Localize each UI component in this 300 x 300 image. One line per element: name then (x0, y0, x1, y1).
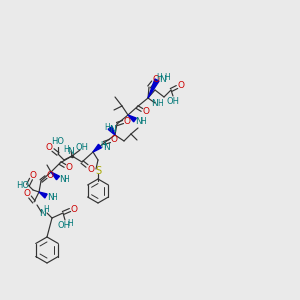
Text: O: O (142, 107, 149, 116)
Text: H: H (63, 176, 69, 184)
Text: O: O (110, 136, 118, 145)
Text: H: H (157, 100, 163, 109)
Text: H: H (164, 73, 170, 82)
Text: H: H (43, 206, 49, 214)
Text: N: N (58, 175, 65, 184)
Polygon shape (148, 79, 159, 98)
Text: O: O (46, 170, 53, 179)
Text: O: O (46, 143, 52, 152)
Polygon shape (93, 144, 101, 152)
Text: O: O (70, 205, 77, 214)
Text: O: O (88, 164, 94, 173)
Text: OH: OH (58, 220, 70, 230)
Text: H: H (100, 140, 106, 149)
Text: H: H (140, 118, 146, 127)
Text: OH: OH (167, 97, 179, 106)
Text: N: N (136, 116, 142, 125)
Text: O: O (152, 74, 160, 83)
Text: N: N (152, 98, 158, 107)
Text: H: H (63, 145, 69, 154)
Text: N: N (160, 76, 167, 85)
Polygon shape (108, 127, 115, 135)
Text: H: H (104, 124, 110, 133)
Text: O: O (23, 188, 31, 197)
Text: O: O (124, 116, 130, 125)
Text: H: H (67, 220, 73, 229)
Text: S: S (95, 166, 101, 176)
Polygon shape (39, 192, 47, 198)
Text: H: H (51, 194, 57, 202)
Text: N: N (68, 146, 74, 155)
Text: OH: OH (76, 143, 88, 152)
Text: N: N (46, 193, 53, 202)
Polygon shape (128, 115, 136, 122)
Text: H: H (156, 73, 162, 82)
Text: N: N (109, 125, 116, 134)
Polygon shape (51, 172, 59, 180)
Text: N: N (103, 143, 110, 152)
Text: HO: HO (16, 182, 29, 190)
Text: O: O (178, 82, 184, 91)
Text: O: O (29, 170, 37, 179)
Text: O: O (65, 164, 73, 172)
Text: HO: HO (52, 137, 64, 146)
Text: N: N (39, 208, 45, 217)
